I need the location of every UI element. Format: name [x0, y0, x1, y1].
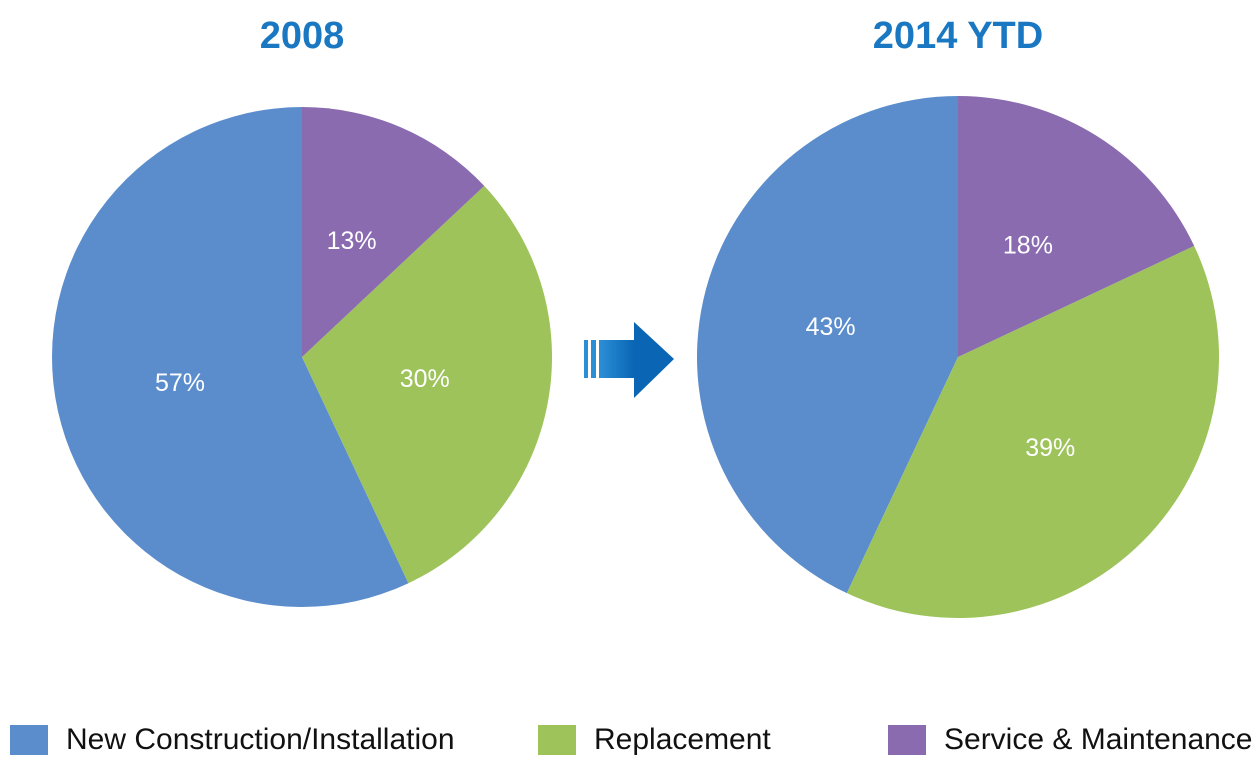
value-label: 13% — [327, 227, 377, 255]
pie-slice: Service & Maintenance — [302, 107, 485, 357]
pie-slice: Replacement — [302, 185, 553, 584]
value-label: 18% — [1003, 231, 1053, 259]
legend-label: Service & Maintenance — [944, 723, 1253, 756]
chart-title: 2008 — [260, 15, 345, 57]
pie-slice: New Construction/Installation — [696, 96, 958, 594]
chart-title: 2014 YTD — [873, 15, 1043, 57]
value-label: 30% — [400, 365, 450, 393]
pie-slice: New Construction/Installation — [52, 107, 409, 607]
pie-slice: Service & Maintenance — [958, 96, 1195, 357]
value-label: 43% — [806, 313, 856, 341]
value-label: 57% — [155, 369, 205, 397]
legend-swatch — [10, 725, 48, 755]
value-label: 39% — [1025, 434, 1075, 462]
legend-swatch — [538, 725, 576, 755]
pie-slice: Replacement — [846, 245, 1219, 618]
legend-label: Replacement — [594, 723, 771, 756]
legend-label: New Construction/Installation — [66, 723, 455, 756]
arrow — [584, 322, 674, 398]
legend-swatch — [888, 725, 926, 755]
